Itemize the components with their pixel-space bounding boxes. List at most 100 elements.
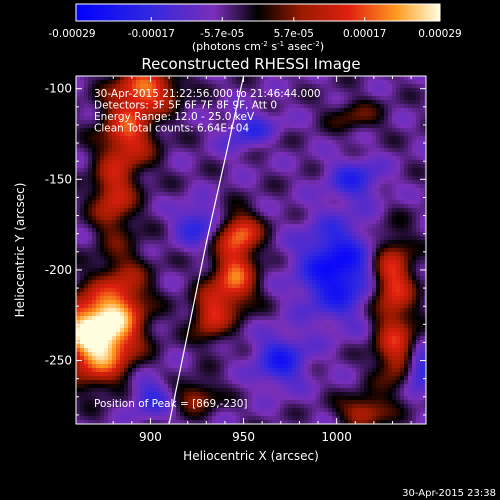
heatmap-cell xyxy=(296,124,300,128)
heatmap-cell xyxy=(300,128,304,132)
heatmap-cell xyxy=(384,152,388,156)
heatmap-cell xyxy=(264,156,268,160)
heatmap-cell xyxy=(232,276,236,280)
heatmap-cell xyxy=(124,236,128,240)
heatmap-cell xyxy=(284,80,288,84)
heatmap-cell xyxy=(332,100,336,104)
heatmap-cell xyxy=(76,136,80,140)
heatmap-cell xyxy=(108,176,112,180)
heatmap-cell xyxy=(212,196,216,200)
heatmap-cell xyxy=(264,208,268,212)
heatmap-cell xyxy=(228,224,232,228)
heatmap-cell xyxy=(180,88,184,92)
heatmap-cell xyxy=(172,88,176,92)
heatmap-cell xyxy=(300,216,304,220)
heatmap-cell xyxy=(156,204,160,208)
heatmap-cell xyxy=(256,220,260,224)
heatmap-cell xyxy=(384,200,388,204)
heatmap-cell xyxy=(148,136,152,140)
heatmap-cell xyxy=(340,96,344,100)
heatmap-cell xyxy=(336,220,340,224)
heatmap-cell xyxy=(140,208,144,212)
heatmap-cell xyxy=(368,276,372,280)
heatmap-cell xyxy=(332,296,336,300)
heatmap-cell xyxy=(280,252,284,256)
heatmap-cell xyxy=(216,276,220,280)
heatmap-cell xyxy=(284,144,288,148)
heatmap-cell xyxy=(396,76,400,80)
heatmap-cell xyxy=(408,292,412,296)
heatmap-cell xyxy=(400,280,404,284)
heatmap-cell xyxy=(216,288,220,292)
heatmap-cell xyxy=(404,192,408,196)
heatmap-cell xyxy=(96,236,100,240)
heatmap-cell xyxy=(372,216,376,220)
heatmap-cell xyxy=(336,116,340,120)
heatmap-cell xyxy=(400,172,404,176)
heatmap-cell xyxy=(148,288,152,292)
heatmap-cell xyxy=(136,252,140,256)
heatmap-cell xyxy=(112,228,116,232)
heatmap-cell xyxy=(312,80,316,84)
heatmap-cell xyxy=(112,284,116,288)
heatmap-cell xyxy=(416,172,420,176)
heatmap-cell xyxy=(280,144,284,148)
heatmap-cell xyxy=(396,172,400,176)
heatmap-cell xyxy=(276,292,280,296)
heatmap-cell xyxy=(124,164,128,168)
heatmap-cell xyxy=(388,184,392,188)
heatmap-cell xyxy=(252,124,256,128)
heatmap-cell xyxy=(356,104,360,108)
heatmap-cell xyxy=(320,176,324,180)
heatmap-cell xyxy=(152,196,156,200)
heatmap-cell xyxy=(216,132,220,136)
heatmap-cell xyxy=(88,188,92,192)
heatmap-cell xyxy=(224,268,228,272)
heatmap-cell xyxy=(232,216,236,220)
heatmap-cell xyxy=(200,104,204,108)
heatmap-cell xyxy=(160,260,164,264)
heatmap-cell xyxy=(328,84,332,88)
heatmap-cell xyxy=(164,300,168,304)
heatmap-cell xyxy=(172,300,176,304)
heatmap-cell xyxy=(380,152,384,156)
heatmap-cell xyxy=(404,84,408,88)
heatmap-cell xyxy=(260,136,264,140)
heatmap-cell xyxy=(116,236,120,240)
heatmap-cell xyxy=(84,124,88,128)
heatmap-cell xyxy=(192,260,196,264)
heatmap-cell xyxy=(336,288,340,292)
heatmap-cell xyxy=(352,136,356,140)
heatmap-cell xyxy=(84,168,88,172)
heatmap-cell xyxy=(208,256,212,260)
heatmap-cell xyxy=(328,260,332,264)
heatmap-cell xyxy=(268,120,272,124)
heatmap-cell xyxy=(84,272,88,276)
heatmap-cell xyxy=(264,300,268,304)
heatmap-cell xyxy=(352,296,356,300)
heatmap-cell xyxy=(364,276,368,280)
heatmap-cell xyxy=(172,288,176,292)
heatmap-cell xyxy=(180,116,184,120)
heatmap-cell xyxy=(216,256,220,260)
heatmap-cell xyxy=(136,136,140,140)
heatmap-cell xyxy=(124,240,128,244)
heatmap-cell xyxy=(272,100,276,104)
heatmap-cell xyxy=(284,180,288,184)
heatmap-cell xyxy=(260,200,264,204)
heatmap-cell xyxy=(168,124,172,128)
heatmap-cell xyxy=(292,88,296,92)
heatmap-cell xyxy=(180,152,184,156)
heatmap-cell xyxy=(304,132,308,136)
heatmap-cell xyxy=(372,144,376,148)
heatmap-cell xyxy=(248,256,252,260)
heatmap-cell xyxy=(92,192,96,196)
heatmap-cell xyxy=(212,168,216,172)
heatmap-cell xyxy=(280,276,284,280)
heatmap-cell xyxy=(340,100,344,104)
heatmap-cell xyxy=(224,224,228,228)
heatmap-cell xyxy=(404,140,408,144)
heatmap-cell xyxy=(276,100,280,104)
heatmap-cell xyxy=(208,272,212,276)
heatmap-cell xyxy=(356,128,360,132)
